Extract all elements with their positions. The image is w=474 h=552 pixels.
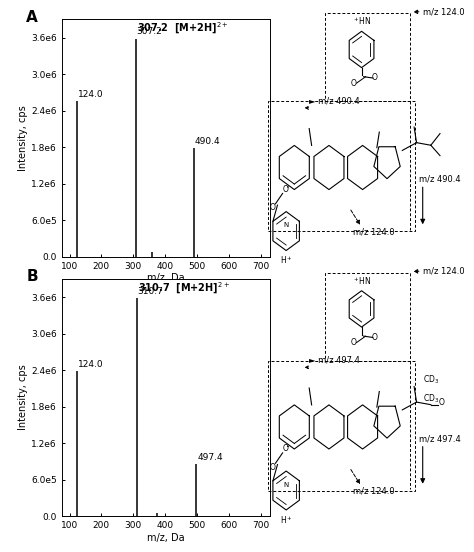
Text: O: O — [372, 73, 378, 82]
Text: O: O — [269, 463, 275, 471]
Text: O: O — [439, 398, 445, 407]
Text: ► m/z 490.4: ► m/z 490.4 — [309, 96, 359, 105]
Text: 490.4: 490.4 — [195, 137, 220, 146]
Text: CD$_3$: CD$_3$ — [423, 374, 439, 386]
Text: 307.2: 307.2 — [137, 28, 162, 36]
Text: N: N — [283, 482, 289, 487]
Text: O: O — [372, 333, 378, 342]
Text: $^+$HN: $^+$HN — [352, 275, 371, 287]
Text: B: B — [26, 269, 38, 284]
Text: 310.7  [M+2H]$^{2+}$: 310.7 [M+2H]$^{2+}$ — [138, 280, 230, 296]
Text: 307.2  [M+2H]$^{2+}$: 307.2 [M+2H]$^{2+}$ — [137, 21, 229, 36]
Text: CD$_3$: CD$_3$ — [423, 392, 439, 405]
Text: 124.0: 124.0 — [78, 360, 104, 369]
Text: m/z 124.0: m/z 124.0 — [423, 7, 465, 17]
Text: m/z 124.0: m/z 124.0 — [354, 227, 395, 236]
Text: O: O — [283, 444, 289, 454]
Text: O: O — [283, 185, 289, 194]
Text: $^+$HN: $^+$HN — [352, 15, 371, 28]
Text: 310.7: 310.7 — [137, 287, 164, 296]
Text: ► m/z 497.4: ► m/z 497.4 — [309, 355, 359, 365]
Text: 497.4: 497.4 — [197, 453, 223, 462]
Text: N: N — [283, 222, 289, 228]
Text: O: O — [350, 338, 356, 347]
Text: m/z 124.0: m/z 124.0 — [423, 267, 465, 276]
X-axis label: m/z, Da: m/z, Da — [147, 533, 185, 543]
Text: m/z 497.4: m/z 497.4 — [419, 434, 460, 443]
Y-axis label: Intensity, cps: Intensity, cps — [18, 364, 28, 431]
Y-axis label: Intensity, cps: Intensity, cps — [18, 105, 28, 171]
Text: H$^+$: H$^+$ — [280, 254, 292, 266]
Text: O: O — [350, 79, 356, 88]
Text: m/z 490.4: m/z 490.4 — [419, 174, 460, 184]
Text: 124.0: 124.0 — [78, 90, 104, 99]
Text: H$^+$: H$^+$ — [280, 514, 292, 526]
Text: A: A — [26, 10, 38, 25]
Text: m/z 124.0: m/z 124.0 — [354, 487, 395, 496]
Text: O: O — [269, 203, 275, 212]
X-axis label: m/z, Da: m/z, Da — [147, 273, 185, 283]
